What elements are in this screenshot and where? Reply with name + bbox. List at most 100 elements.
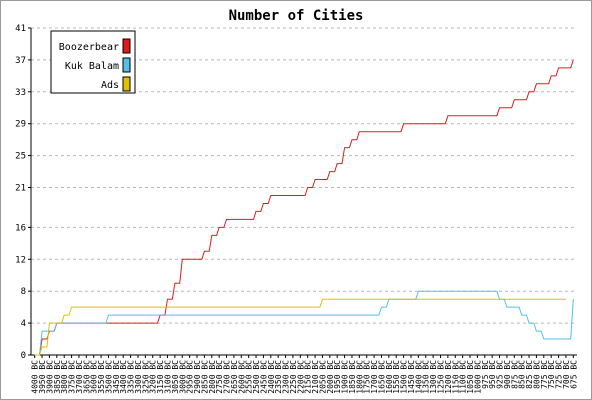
x-tick-label: 775 BC (540, 360, 549, 389)
x-tick-label: 3950 BC (38, 360, 47, 394)
x-tick-label: 1750 BC (363, 360, 372, 394)
legend: Boozerbear Kuk Balam Ads (50, 30, 136, 94)
x-tick-label: 1350 BC (422, 360, 431, 394)
y-tick-label: 8 (21, 287, 26, 297)
x-tick-label: 3800 BC (60, 360, 69, 394)
x-tick-label: 1100 BC (459, 360, 468, 394)
x-tick-label: 2300 BC (282, 360, 291, 394)
series-line-ads (34, 298, 566, 356)
x-tick-label: 2750 BC (215, 360, 224, 394)
y-tick-label: 25 (15, 152, 26, 162)
chart-title: Number of Cities (229, 8, 364, 24)
x-tick-label: 3200 BC (149, 360, 158, 394)
x-tick-label: 2850 BC (200, 360, 209, 394)
x-tick-label: 3650 BC (82, 360, 91, 394)
x-tick-label: 950 BC (488, 360, 497, 389)
x-tick-label: 2450 BC (259, 360, 268, 394)
axes (28, 27, 577, 358)
x-tick-label: 3850 BC (53, 360, 62, 394)
x-tick-label: 3600 BC (90, 360, 99, 394)
x-tick-label: 3250 BC (141, 360, 150, 394)
x-tick-label: 1700 BC (370, 360, 379, 394)
x-tick-label: 2150 BC (304, 360, 313, 394)
y-tick-label: 33 (15, 88, 26, 98)
x-tick-label: 1000 BC (473, 360, 482, 394)
x-tick-label: 2000 BC (326, 360, 335, 394)
x-tick-label: 1900 BC (341, 360, 350, 394)
x-tick-label: 2950 BC (186, 360, 195, 394)
y-tick-label: 12 (15, 255, 26, 265)
x-tick-label: 3900 BC (45, 360, 54, 394)
x-tick-label: 675 BC (569, 360, 578, 389)
x-tick-label: 1450 BC (407, 360, 416, 394)
x-tick-label: 3150 BC (156, 360, 165, 394)
x-tick-label: 3750 BC (68, 360, 77, 394)
legend-label: Ads (101, 80, 119, 91)
x-tick-label: 1250 BC (437, 360, 446, 394)
x-tick-label: 3000 BC (178, 360, 187, 394)
x-tick-label: 2400 BC (267, 360, 276, 394)
x-tick-label: 825 BC (525, 360, 534, 389)
y-tick-label: 0 (21, 351, 26, 361)
x-tick-label: 1950 BC (333, 360, 342, 394)
x-tick-label: 875 BC (510, 360, 519, 389)
x-tick-label: 3500 BC (104, 360, 113, 394)
x-tick-label: 2250 BC (289, 360, 298, 394)
x-tick-label: 2200 BC (296, 360, 305, 394)
y-tick-labels: 0 4 8 12 16 21 25 29 33 37 41 (15, 24, 26, 361)
x-tick-label: 1150 BC (451, 360, 460, 394)
x-tick-label: 1050 BC (466, 360, 475, 394)
series-lines (34, 59, 574, 356)
y-tick-label: 41 (15, 24, 26, 34)
x-tick-label: 3400 BC (119, 360, 128, 394)
x-tick-label: 725 BC (555, 360, 564, 389)
x-tick-label: 3050 BC (171, 360, 180, 394)
x-tick-label: 900 BC (503, 360, 512, 389)
x-tick-label: 1300 BC (429, 360, 438, 394)
legend-swatch (122, 38, 131, 54)
x-tick-label: 3300 BC (134, 360, 143, 394)
y-tick-label: 29 (15, 120, 26, 130)
x-tick-label: 2100 BC (311, 360, 320, 394)
x-tick-label: 2650 BC (230, 360, 239, 394)
series-line-boozerbear (34, 59, 574, 356)
x-tick-label: 800 BC (532, 360, 541, 389)
y-tick-label: 16 (15, 223, 26, 233)
legend-swatch (122, 57, 131, 73)
x-tick-label: 1200 BC (444, 360, 453, 394)
x-tick-label: 700 BC (562, 360, 571, 389)
x-tick-label: 1600 BC (385, 360, 394, 394)
series-line-kuk-balam (34, 290, 574, 356)
x-tick-label: 3350 BC (127, 360, 136, 394)
x-tick-label: 2550 BC (245, 360, 254, 394)
x-tick-label: 1850 BC (348, 360, 357, 394)
x-tick-label: 2500 BC (252, 360, 261, 394)
x-tick-label: 2900 BC (193, 360, 202, 394)
x-tick-label: 3450 BC (112, 360, 121, 394)
x-tick-label: 1550 BC (392, 360, 401, 394)
legend-label: Kuk Balam (65, 61, 119, 72)
x-tick-label: 1650 BC (377, 360, 386, 394)
legend-swatch (122, 76, 131, 92)
x-tick-label: 2050 BC (318, 360, 327, 394)
legend-label: Boozerbear (59, 42, 119, 53)
x-tick-label: 850 BC (518, 360, 527, 389)
x-tick-label: 1800 BC (355, 360, 364, 394)
x-tick-label: 975 BC (481, 360, 490, 389)
x-tick-label: 3100 BC (164, 360, 173, 394)
y-tick-label: 4 (21, 319, 26, 329)
x-tick-label: 2350 BC (274, 360, 283, 394)
x-tick-label: 750 BC (547, 360, 556, 389)
x-tick-label: 2700 BC (223, 360, 232, 394)
x-tick-label: 1500 BC (400, 360, 409, 394)
x-tick-label: 1400 BC (414, 360, 423, 394)
y-tick-label: 37 (15, 56, 26, 66)
x-tick-label: 3550 BC (97, 360, 106, 394)
x-tick-label: 2600 BC (237, 360, 246, 394)
x-tick-label: 2800 BC (208, 360, 217, 394)
x-tick-label: 4000 BC (31, 360, 40, 394)
x-tick-label: 925 BC (496, 360, 505, 389)
